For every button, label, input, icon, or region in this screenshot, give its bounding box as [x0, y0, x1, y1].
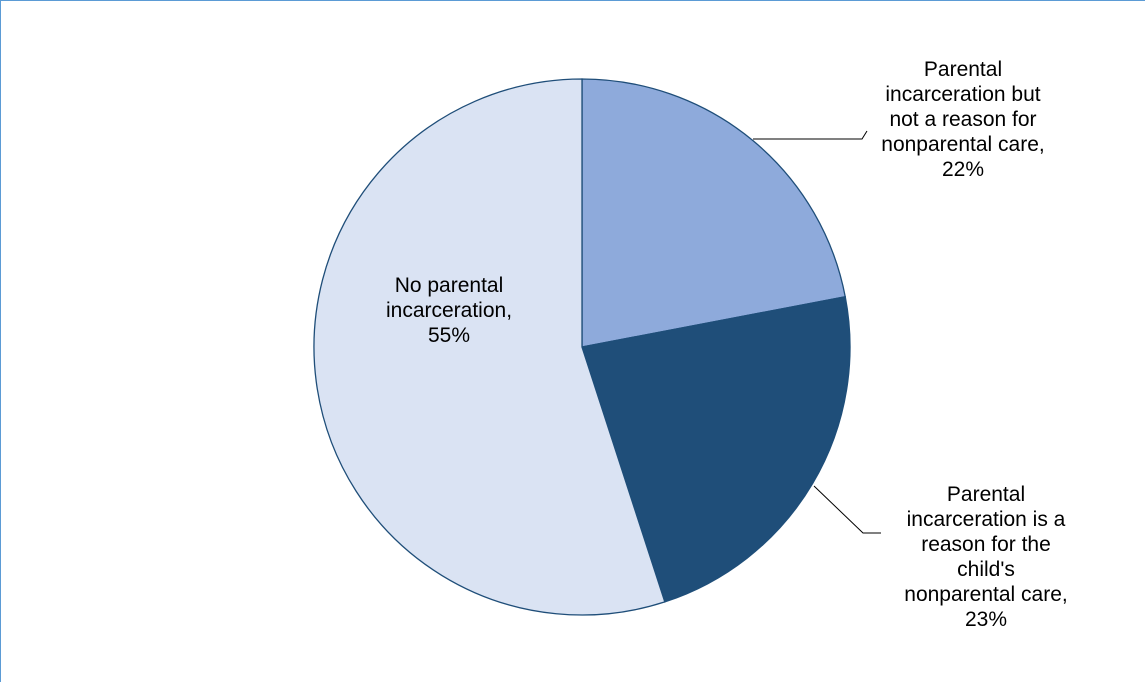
slice-label-no-parental-incarceration: No parental incarceration, 55%	[385, 274, 513, 347]
pie-slice-2	[313, 78, 666, 616]
slice-label-parental-incarceration-is-reason: Parental incarceration is a reason for t…	[904, 483, 1068, 631]
pie-slice-1	[581, 296, 851, 603]
pie-slice-0	[581, 78, 847, 348]
slice-label-parental-incarceration-not-reason: Parental incarceration but not a reason …	[881, 58, 1045, 181]
leader-lines	[753, 130, 881, 534]
leader-line-slice-0	[753, 130, 868, 140]
leader-line-slice-1	[813, 485, 881, 534]
pie-slices	[313, 78, 851, 616]
